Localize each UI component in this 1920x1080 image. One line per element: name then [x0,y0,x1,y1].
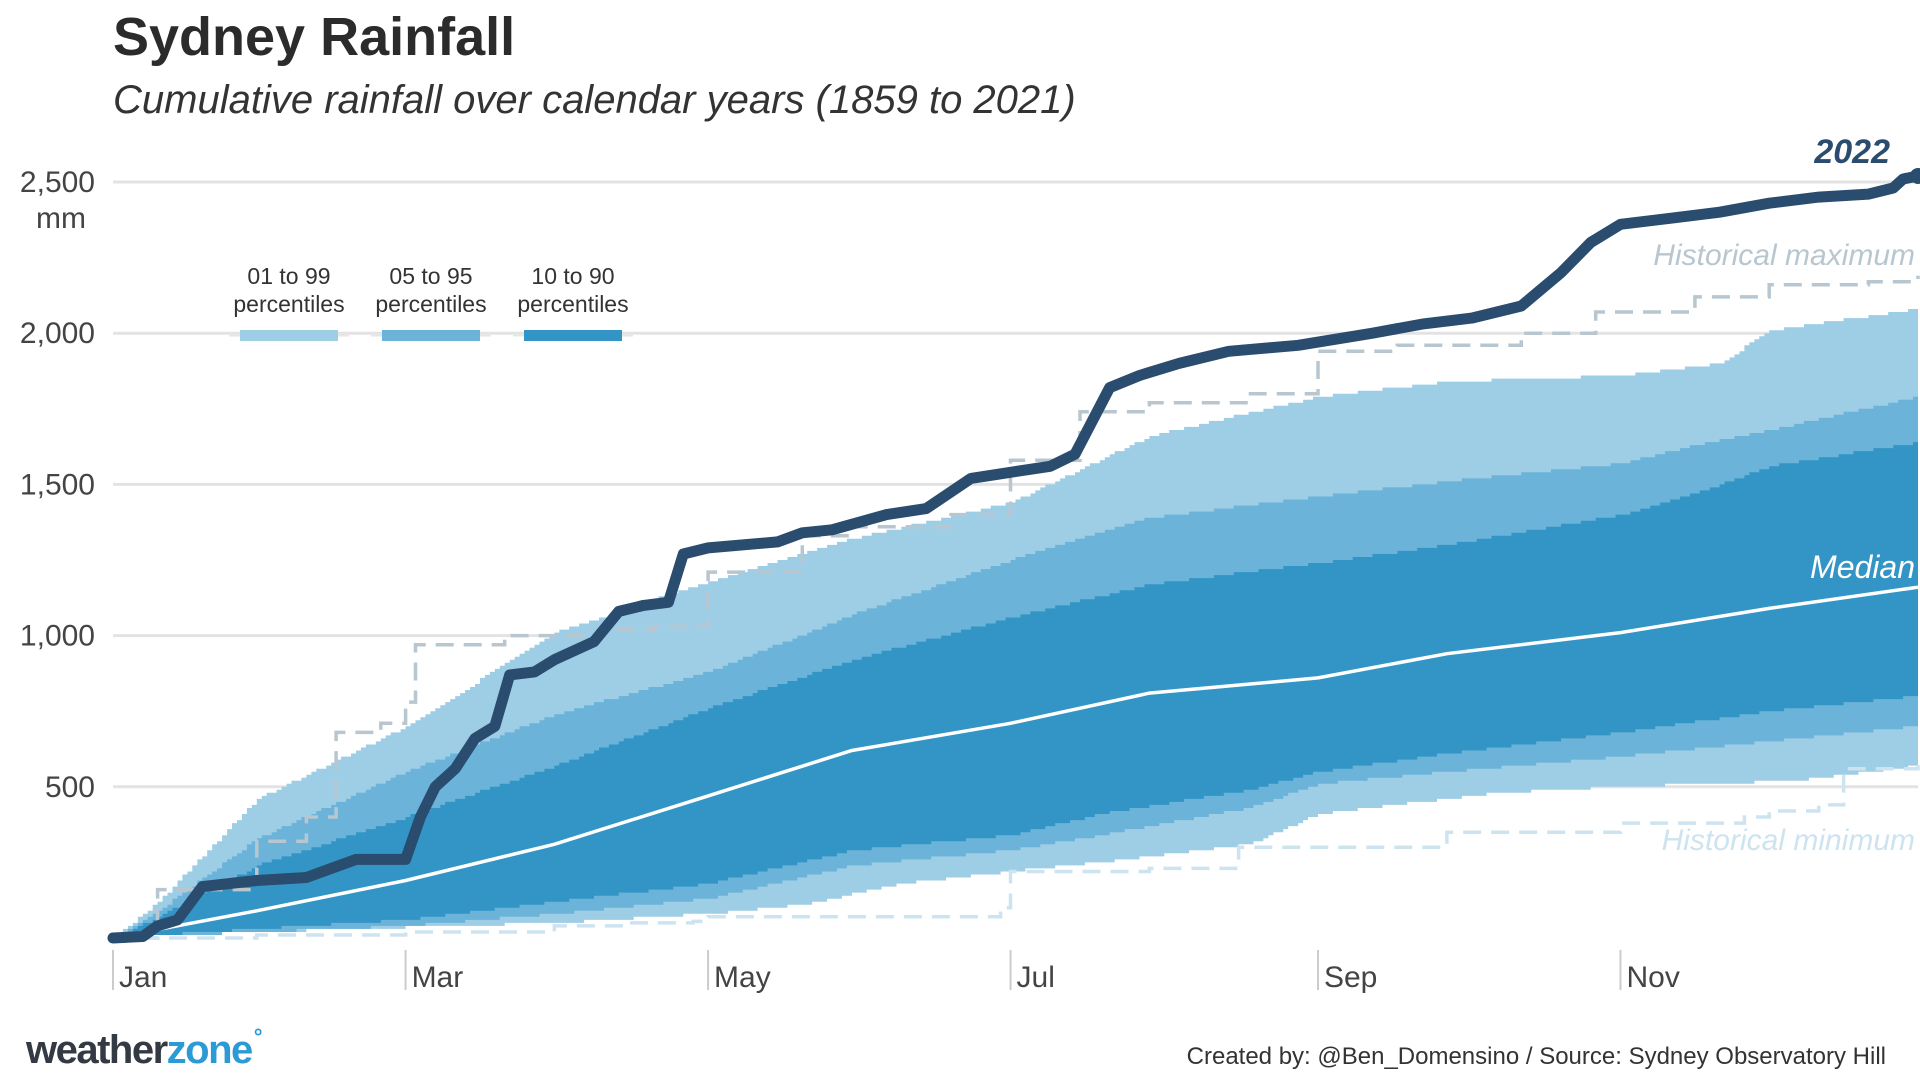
y-tick-label: 2,500 [20,166,95,199]
band-10-90 [113,442,1918,938]
median-line [112,585,1919,940]
x-tick-label: Jul [1017,961,1055,994]
chart-title: Sydney Rainfall [113,7,516,67]
logo-degree-icon: ° [253,1024,263,1049]
annotations: 2022 Historical maximum Median Historical m… [1653,133,1915,857]
weatherzone-logo: weatherzone° [26,1024,263,1073]
label-historical-min: Historical minimum [1662,824,1915,857]
percentile-bands [113,309,1918,938]
label-historical-max: Historical maximum [1653,239,1915,272]
y-tick-label: 1,000 [20,620,95,653]
chart-subtitle: Cumulative rainfall over calendar years … [113,78,1076,122]
historical-min-line [113,762,1920,940]
y-tick-label: 1,500 [20,468,95,501]
series-lines [107,167,1920,944]
y-tick-label: 2,000 [20,317,95,350]
y-axis-unit-label: mm [36,202,86,235]
legend-label: 10 to 90 [531,263,614,289]
x-tick-label: Jan [119,961,167,994]
legend-swatch [524,330,622,341]
label-2022: 2022 [1813,133,1890,171]
credit-text: Created by: @Ben_Domensino / Source: Syd… [1186,1043,1886,1070]
y-tick-label: 500 [45,771,95,804]
line-2022-endpoint [1910,167,1920,184]
legend-label: percentiles [375,291,486,317]
x-tick-label: Sep [1324,961,1377,994]
legend-label: percentiles [233,291,344,317]
x-tick-label: Mar [412,961,464,994]
legend-label: percentiles [517,291,628,317]
legend-label: 05 to 95 [389,263,472,289]
x-tick-label: May [714,961,771,994]
logo-text-accent: zone [166,1028,254,1072]
legend-swatch [382,330,480,341]
x-tick-label: Nov [1626,961,1679,994]
legend-label: 01 to 99 [247,263,330,289]
label-median: Median [1810,549,1915,585]
line-2022 [107,170,1920,944]
legend-swatch [240,330,338,341]
logo-text-main: weather [26,1028,168,1072]
